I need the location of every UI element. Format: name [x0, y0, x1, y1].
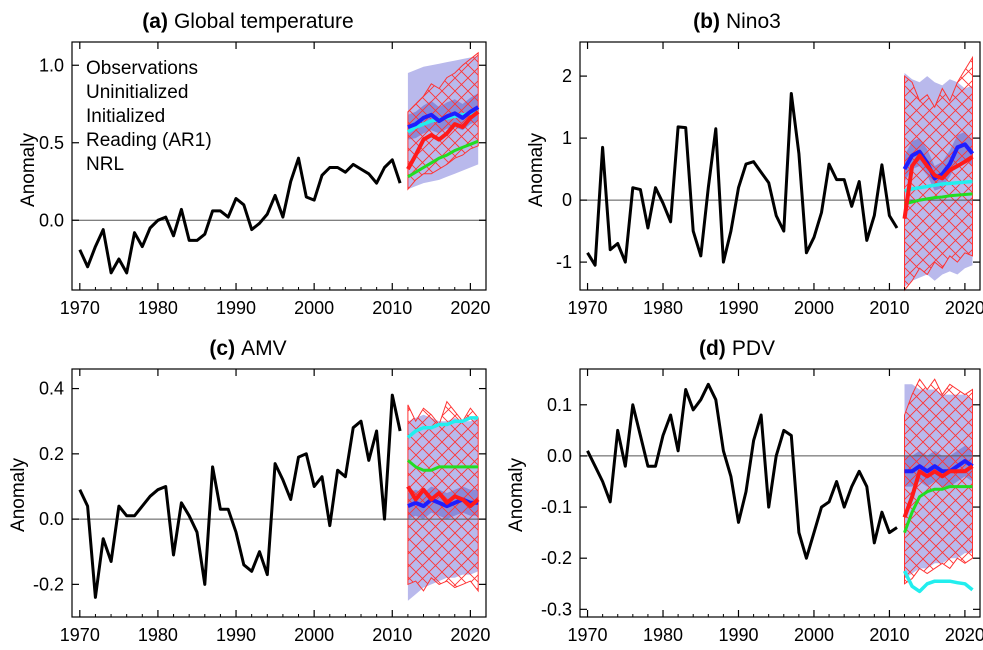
- panel-b-xtick-label: 1990: [718, 298, 758, 318]
- panel-c-xtick-label: 2010: [372, 625, 412, 645]
- panel-d-initialized-line: [902, 464, 974, 518]
- panel-c-xtick-label: 2020: [450, 625, 490, 645]
- panel-c-nrl-line: [406, 416, 479, 439]
- panel-a-title-text: Global temperature: [174, 10, 354, 33]
- panel-d-uninitialized-line: [904, 459, 974, 474]
- legend-reading: Reading (AR1): [86, 130, 212, 151]
- panel-b-xtick-label: 2000: [794, 298, 834, 318]
- panel-a-initialized-line: [406, 110, 480, 171]
- panel-b-title: (b) Nino3: [693, 10, 781, 33]
- panel-a-title: (a) Global temperature: [142, 10, 353, 33]
- panel-c-letter: (c): [209, 337, 235, 360]
- panel-c-initialized-line: [406, 485, 480, 509]
- panel-a-letter: (a): [142, 10, 168, 33]
- panel-a-xtick-label: 2020: [450, 298, 490, 318]
- panel-b-xtick-label: 2010: [869, 298, 909, 318]
- panel-b-initialized-line: [902, 153, 974, 219]
- panel-c-reading-line: [406, 459, 479, 472]
- panel-a-xtick-label: 2000: [294, 298, 334, 318]
- panel-d-title-text: PDV: [732, 337, 775, 360]
- panel-d-ytick-label: -0.3: [541, 599, 572, 619]
- panel-d-plot: 1970 1980 1990 2000 2010 2020 -0.3 -0.2 -0.1 0.0 0…: [541, 368, 983, 645]
- panel-d-reading-line: [903, 485, 973, 534]
- panel-b-ytick-label: -1: [556, 252, 572, 272]
- panel-c-ytick-label: 0.0: [39, 509, 64, 529]
- panel-b-nrl-line: [904, 179, 973, 193]
- panel-a-frame: [71, 41, 487, 291]
- legend-uninitialized: Uninitialized: [86, 82, 188, 103]
- panel-c-plot: 1970 1980 1990 2000 2010 2020 -0.2 0.0 0.2 0.4: [33, 368, 490, 645]
- panel-b-initialized-range-band: [904, 55, 973, 292]
- panel-d-ylabel: Anomaly: [506, 458, 527, 532]
- panel-b-frame: [579, 41, 981, 291]
- panel-b-xtick-label: 1970: [568, 298, 608, 318]
- panel-c-ylabel: Anomaly: [8, 458, 29, 532]
- panel-d-ytick-label: 0.0: [547, 446, 572, 466]
- panel-a-xtick-label: 1990: [216, 298, 256, 318]
- panel-c-title-text: AMV: [241, 337, 287, 360]
- panel-a-uninitialized-line: [407, 105, 480, 130]
- panel-b-reading-line: [904, 192, 973, 206]
- panel-a-plot: 1970 1980 1990 2000 2010 2020 0.0 0.5 1.0: [39, 41, 490, 318]
- panel-a-reading-line: [407, 139, 479, 179]
- panel-d-xtick-label: 1970: [568, 625, 608, 645]
- panel-a-ylabel: Anomaly: [18, 133, 39, 207]
- panel-a-ytick-label: 0.0: [39, 210, 64, 230]
- panel-a-observations-line: [78, 156, 402, 275]
- panel-c-ytick-label: 0.4: [39, 379, 64, 399]
- panel-b-ytick-label: 1: [562, 128, 572, 148]
- panel-d-observations-line: [586, 382, 898, 560]
- panel-a-xtick-label: 2010: [372, 298, 412, 318]
- legend: Observations Uninitialized Initialized R…: [86, 58, 212, 175]
- panel-b-title-text: Nino3: [726, 10, 781, 33]
- panel-d-xtick-label: 2000: [794, 625, 834, 645]
- panel-b-ytick-label: 2: [562, 66, 572, 86]
- panel-b-observations-line: [586, 92, 899, 267]
- panel-b-xtick-label: 2020: [945, 298, 983, 318]
- panel-d-ytick-label: -0.1: [541, 497, 572, 517]
- panel-c-frame: [71, 368, 487, 618]
- panel-c-ytick-label: 0.2: [39, 444, 64, 464]
- panel-a-initialized-range-band: [407, 51, 479, 191]
- panel-d-ytick-label: -0.2: [541, 548, 572, 568]
- panel-c-title: (c) AMV: [209, 337, 286, 360]
- panel-d-ytick-label: 0.1: [547, 395, 572, 415]
- panel-d-frame: [579, 368, 981, 618]
- panel-b-xtick-label: 1980: [643, 298, 683, 318]
- panel-c-ytick-label: -0.2: [33, 574, 64, 594]
- panel-c-xtick-label: 1990: [216, 625, 256, 645]
- panel-c-xtick-label: 1980: [138, 625, 178, 645]
- panel-c-xtick-label: 2000: [294, 625, 334, 645]
- panel-d-letter: (d): [699, 337, 726, 360]
- panel-b-letter: (b): [693, 10, 720, 33]
- panel-d-xtick-label: 1980: [643, 625, 683, 645]
- panel-b-ylabel: Anomaly: [526, 133, 547, 207]
- panel-a-xtick-label: 1970: [60, 298, 100, 318]
- panel-d-nrl-line: [902, 570, 974, 594]
- panel-d-xtick-label: 1990: [718, 625, 758, 645]
- panel-b-plot: 1970 1980 1990 2000 2010 2020 -1 0 1 2: [556, 41, 983, 318]
- panel-a-xtick-label: 1980: [138, 298, 178, 318]
- legend-observations: Observations: [86, 58, 198, 79]
- panel-a-ytick-label: 0.5: [39, 133, 64, 153]
- panel-d-initialized-range-band: [904, 378, 973, 585]
- panel-d-xtick-label: 2020: [945, 625, 983, 645]
- panel-d-title: (d) PDV: [699, 337, 775, 360]
- panel-c-observations-line: [78, 393, 402, 599]
- panel-b-ytick-label: 0: [562, 190, 572, 210]
- panel-c-xtick-label: 1970: [60, 625, 100, 645]
- legend-nrl: NRL: [86, 154, 124, 175]
- legend-initialized: Initialized: [86, 106, 165, 127]
- panel-a-ytick-label: 1.0: [39, 55, 64, 75]
- panel-d-xtick-label: 2010: [869, 625, 909, 645]
